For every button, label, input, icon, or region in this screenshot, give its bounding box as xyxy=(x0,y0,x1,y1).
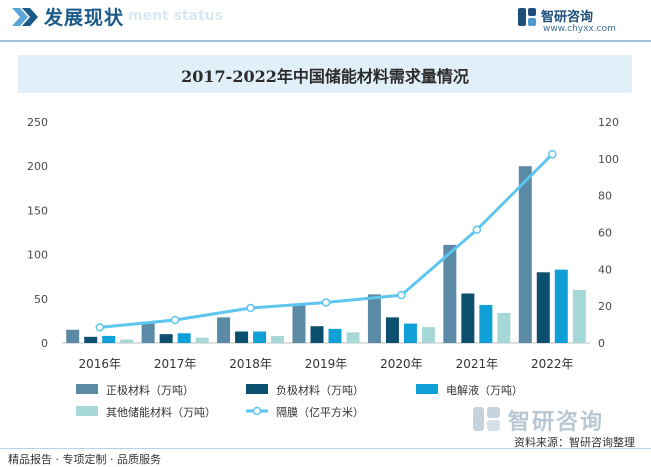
bar-4-4 xyxy=(346,332,360,343)
bar-2-4 xyxy=(310,326,324,343)
legend-swatch-4 xyxy=(76,406,98,416)
bar-1-5 xyxy=(367,294,381,343)
y-left-tick-label: 0 xyxy=(41,337,48,350)
y-right-tick-label: 120 xyxy=(598,116,619,129)
bar-2-3 xyxy=(235,331,249,343)
legend-label-2: 负极材料（万吨） xyxy=(276,383,364,397)
y-right-tick-label: 0 xyxy=(598,337,605,350)
x-tick-label: 2021年 xyxy=(456,357,499,371)
bar-1-6 xyxy=(443,244,457,343)
y-right-tick-label: 100 xyxy=(598,153,619,166)
source-note: 资料来源：智研咨询整理 xyxy=(514,436,635,449)
legend-label-4: 其他储能材料（万吨） xyxy=(106,405,216,419)
separator-point-4 xyxy=(321,298,331,307)
brand[interactable]: 智研咨询 www.chyxx.com xyxy=(517,5,637,37)
x-tick-label: 2018年 xyxy=(229,357,272,371)
y-left-tick-label: 100 xyxy=(27,249,48,262)
chyxx-logo-icon xyxy=(518,8,536,26)
bar-3-2 xyxy=(177,333,191,343)
bar-4-2 xyxy=(195,337,209,343)
y-left-tick-label: 250 xyxy=(27,116,48,129)
bar-1-2 xyxy=(141,323,155,343)
bar-2-7 xyxy=(536,272,550,343)
bar-3-3 xyxy=(253,331,267,343)
section-subtitle: ment status xyxy=(128,8,224,24)
bar-2-5 xyxy=(385,317,399,343)
x-tick-label: 2020年 xyxy=(380,357,423,371)
watermark-logo: 智研咨询 xyxy=(472,404,642,435)
brand-url: www.chyxx.com xyxy=(543,24,616,34)
bar-3-5 xyxy=(403,323,417,343)
legend-label-5: 隔膜（亿平方米） xyxy=(276,405,364,419)
y-left-tick-label: 150 xyxy=(27,204,48,217)
bar-1-1 xyxy=(66,329,80,343)
bar-3-7 xyxy=(554,269,568,343)
bar-4-1 xyxy=(120,339,134,343)
top-divider xyxy=(0,40,651,42)
bar-4-5 xyxy=(421,327,435,343)
chart-title: 2017-2022年中国储能材料需求量情况 xyxy=(181,67,469,86)
legend-swatch-3 xyxy=(416,384,438,394)
y-right-tick-label: 20 xyxy=(598,300,612,313)
chyxx-watermark-logo xyxy=(473,407,500,431)
x-tick-label: 2019年 xyxy=(305,357,348,371)
bar-4-7 xyxy=(572,289,586,343)
bar-2-2 xyxy=(159,334,173,343)
separator-point-1 xyxy=(95,323,104,332)
y-right-tick-label: 80 xyxy=(598,190,612,203)
bar-2-6 xyxy=(461,293,475,343)
title-band: 2017-2022年中国储能材料需求量情况 xyxy=(18,55,632,93)
y-left-tick-label: 200 xyxy=(27,160,48,173)
bar-3-1 xyxy=(102,335,116,343)
x-tick-label: 2017年 xyxy=(154,357,197,371)
y-left-tick-label: 50 xyxy=(34,293,48,306)
double-chevron-icon xyxy=(12,8,38,26)
separator-point-3 xyxy=(246,303,255,313)
bar-4-6 xyxy=(497,312,511,343)
separator-point-7 xyxy=(548,149,557,159)
separator-point-5 xyxy=(397,290,406,300)
bar-1-3 xyxy=(217,317,231,343)
brand-name: 智研咨询 xyxy=(541,10,594,25)
footer-divider xyxy=(0,448,651,449)
bar-2-1 xyxy=(84,336,98,343)
bar-3-4 xyxy=(328,328,342,343)
x-tick-label: 2022年 xyxy=(531,357,574,371)
bar-4-3 xyxy=(271,335,285,343)
legend-swatch-1 xyxy=(76,384,98,394)
separator-point-6 xyxy=(472,225,482,234)
y-right-tick-label: 40 xyxy=(598,263,612,276)
bar-1-4 xyxy=(292,304,306,343)
bar-3-6 xyxy=(479,304,493,343)
bar-1-7 xyxy=(518,166,532,343)
y-right-tick-label: 60 xyxy=(598,227,612,240)
watermark-text: 智研咨询 xyxy=(508,410,605,435)
section-title: 发展现状 xyxy=(44,7,125,29)
services-tagline: 精品报告 · 专项定制 · 品质服务 xyxy=(8,453,161,466)
legend-swatch-2 xyxy=(246,384,268,394)
legend-swatch-marker xyxy=(252,406,262,416)
separator-point-2 xyxy=(170,315,180,325)
legend-label-3: 电解液（万吨） xyxy=(446,383,523,397)
legend-label-1: 正极材料（万吨） xyxy=(106,383,194,397)
x-tick-label: 2016年 xyxy=(78,357,121,371)
header: ment status 发展现状 智研咨询 www.chyxx.com xyxy=(0,0,651,34)
